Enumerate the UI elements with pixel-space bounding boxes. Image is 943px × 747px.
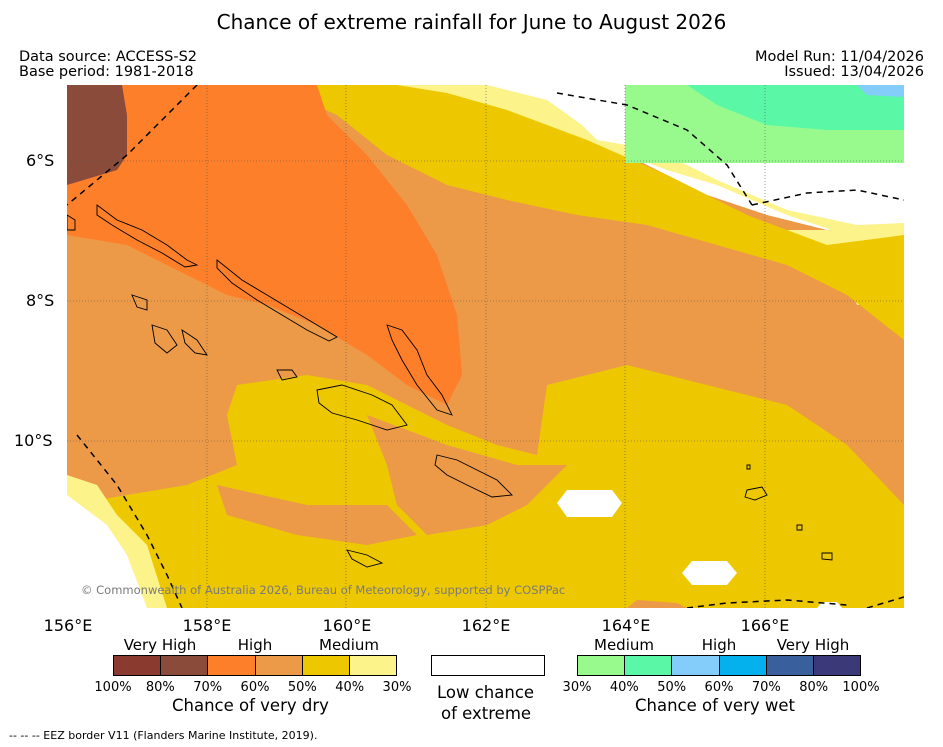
wet-swatch-2 <box>672 656 720 675</box>
wet-swatch-3 <box>719 656 767 675</box>
low-chance-label-2: of extreme <box>441 704 532 723</box>
lat-label-8s: 8°S <box>26 291 55 310</box>
meta-right: Model Run: 11/04/2026 Issued: 13/04/2026 <box>755 50 924 80</box>
white-patch-1 <box>557 490 622 517</box>
wet-tick-2: 50% <box>657 680 687 695</box>
wet-tick-6: 100% <box>842 680 880 695</box>
dry-tick-3: 60% <box>240 680 270 695</box>
lon-label-158e: 158°E <box>182 616 232 635</box>
dry-tick-5: 40% <box>335 680 365 695</box>
meta-left: Data source: ACCESS-S2 Base period: 1981… <box>19 50 197 80</box>
wet-swatch-4 <box>766 656 814 675</box>
dry-tick-2: 70% <box>193 680 223 695</box>
dry-swatch-0 <box>114 656 162 675</box>
yellow-band-north <box>267 85 904 340</box>
map-copyright: © Commonwealth of Australia 2026, Bureau… <box>81 583 565 597</box>
dry-swatch-3 <box>255 656 303 675</box>
dry-tick-6: 30% <box>382 680 412 695</box>
data-source: Data source: ACCESS-S2 <box>19 49 198 65</box>
wet-tick-1: 40% <box>609 680 639 695</box>
white-patch-2 <box>682 561 737 585</box>
dry-swatch-4 <box>302 656 350 675</box>
wet-caption: Chance of very wet <box>635 696 795 715</box>
dry-tick-4: 50% <box>287 680 317 695</box>
white-region-southwest <box>67 495 147 608</box>
lon-label-166e: 166°E <box>740 616 790 635</box>
high-dry-region <box>67 85 462 405</box>
dry-swatch-2 <box>208 656 256 675</box>
lat-label-10s: 10°S <box>14 431 53 450</box>
dry-cat-very-high: Very High <box>123 636 197 654</box>
very-high-dry-region <box>67 85 127 185</box>
wet-tick-3: 60% <box>704 680 734 695</box>
dry-swatch-1 <box>161 656 209 675</box>
dry-cat-medium: Medium <box>319 636 379 654</box>
dry-caption: Chance of very dry <box>172 696 329 715</box>
rainfall-map: © Commonwealth of Australia 2026, Bureau… <box>67 85 904 608</box>
lat-label-6s: 6°S <box>26 151 55 170</box>
lon-label-162e: 162°E <box>461 616 511 635</box>
wet-tick-5: 80% <box>799 680 829 695</box>
wet-color-bar <box>577 655 861 676</box>
wet-cat-very-high: Very High <box>776 636 850 654</box>
wet-swatch-5 <box>813 656 861 675</box>
low-chance-swatch <box>431 655 545 676</box>
dry-color-bar <box>113 655 397 676</box>
eez-footnote: -- -- -- EEZ border V11 (Flanders Marine… <box>9 729 318 742</box>
lon-label-160e: 160°E <box>322 616 372 635</box>
low-chance-label-1: Low chance <box>437 683 535 702</box>
coastlines <box>67 204 833 568</box>
dry-swatch-5 <box>349 656 397 675</box>
lon-label-156e: 156°E <box>43 616 93 635</box>
dry-cat-high: High <box>237 636 273 654</box>
lon-label-164e: 164°E <box>601 616 651 635</box>
wet-swatch-0 <box>578 656 626 675</box>
model-run: Model Run: 11/04/2026 <box>754 49 924 65</box>
map-canvas: © Commonwealth of Australia 2026, Bureau… <box>67 85 904 608</box>
map-title: Chance of extreme rainfall for June to A… <box>216 10 727 34</box>
wet-tick-0: 30% <box>562 680 592 695</box>
wet-swatch-1 <box>625 656 673 675</box>
dry-tick-1: 80% <box>145 680 175 695</box>
wet-tick-4: 70% <box>751 680 781 695</box>
issued-date: Issued: 13/04/2026 <box>784 64 924 80</box>
wet-cat-medium: Medium <box>594 636 654 654</box>
base-period: Base period: 1981-2018 <box>19 64 194 80</box>
eez-border <box>67 85 904 608</box>
white-region-north <box>397 85 627 145</box>
graticule <box>67 85 904 608</box>
dry-tick-0: 100% <box>94 680 132 695</box>
wet-cat-high: High <box>701 636 737 654</box>
